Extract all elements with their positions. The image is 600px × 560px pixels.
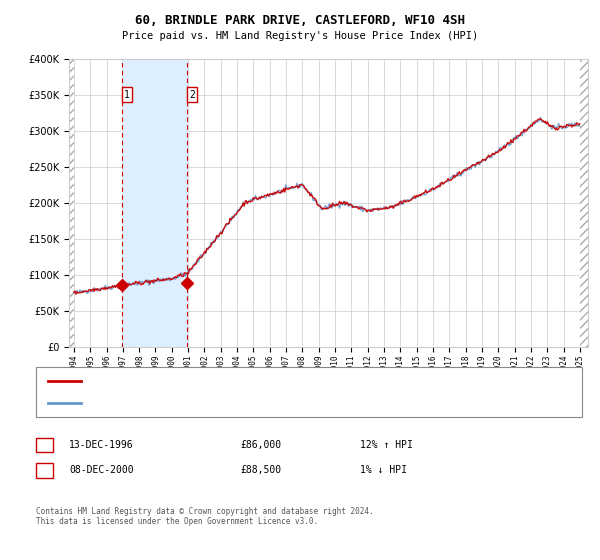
Text: 1: 1 — [41, 440, 47, 450]
Text: 60, BRINDLE PARK DRIVE, CASTLEFORD, WF10 4SH (detached house): 60, BRINDLE PARK DRIVE, CASTLEFORD, WF10… — [87, 376, 415, 385]
Text: 2: 2 — [41, 465, 47, 475]
Text: 60, BRINDLE PARK DRIVE, CASTLEFORD, WF10 4SH: 60, BRINDLE PARK DRIVE, CASTLEFORD, WF10… — [135, 14, 465, 27]
Bar — [69, 59, 74, 347]
Text: 13-DEC-1996: 13-DEC-1996 — [69, 440, 134, 450]
Text: 1% ↓ HPI: 1% ↓ HPI — [360, 465, 407, 475]
Text: 12% ↑ HPI: 12% ↑ HPI — [360, 440, 413, 450]
Text: £88,500: £88,500 — [240, 465, 281, 475]
Text: 1: 1 — [124, 90, 130, 100]
Text: 08-DEC-2000: 08-DEC-2000 — [69, 465, 134, 475]
Text: £86,000: £86,000 — [240, 440, 281, 450]
Text: Contains HM Land Registry data © Crown copyright and database right 2024.
This d: Contains HM Land Registry data © Crown c… — [36, 507, 374, 526]
Bar — [122, 59, 187, 347]
Text: HPI: Average price, detached house, Wakefield: HPI: Average price, detached house, Wake… — [87, 399, 329, 408]
Bar — [580, 59, 588, 347]
Text: Price paid vs. HM Land Registry's House Price Index (HPI): Price paid vs. HM Land Registry's House … — [122, 31, 478, 41]
Text: 2: 2 — [189, 90, 195, 100]
